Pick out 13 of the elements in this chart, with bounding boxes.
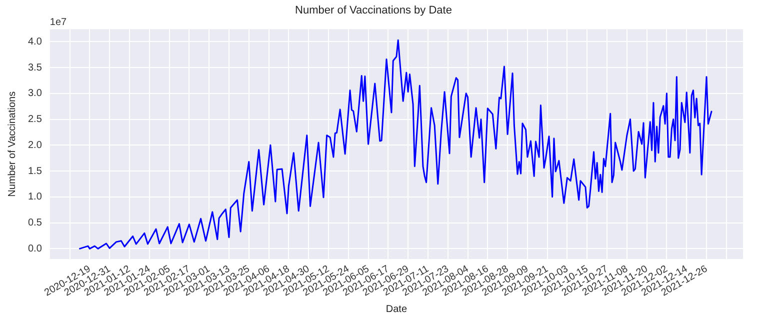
x-axis-title: Date bbox=[386, 304, 408, 315]
y-axis-title: Number of Vaccinations bbox=[6, 91, 18, 197]
y-tick-label: 2.5 bbox=[28, 114, 42, 126]
text: 1e7 bbox=[50, 16, 68, 28]
chart-title: Number of Vaccinations by Date bbox=[295, 4, 452, 17]
y-tick-label: 3.5 bbox=[28, 62, 42, 74]
y-tick-label: 1.0 bbox=[28, 192, 42, 203]
y-tick-label: 0.0 bbox=[28, 243, 42, 254]
y-tick-label: 1.5 bbox=[28, 166, 42, 177]
y-tick-label: 0.5 bbox=[28, 218, 42, 229]
y-tick-label: 2.0 bbox=[28, 140, 42, 151]
y-tick-label: 3.0 bbox=[28, 88, 42, 100]
y-tick-label: 4.0 bbox=[28, 36, 42, 48]
